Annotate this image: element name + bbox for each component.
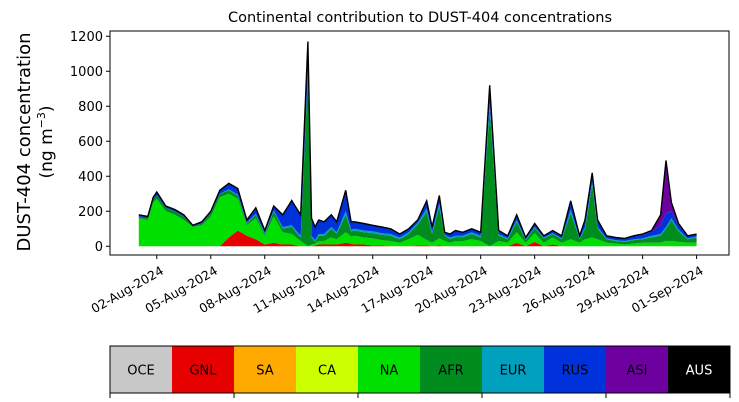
y-tick-label: 200 <box>78 205 103 220</box>
legend-label-sa: SA <box>256 364 273 379</box>
legend-swatch-oce <box>110 346 172 393</box>
y-axis: 0 200 400 600 800 1000 1200 <box>70 30 110 255</box>
y-tick-label: 400 <box>78 170 103 185</box>
area-na <box>138 193 697 247</box>
legend-frame <box>109 345 731 394</box>
legend-swatch-gnl <box>172 346 234 393</box>
legend-label-oce: OCE <box>127 364 155 379</box>
legend-swatch-aus <box>668 346 730 393</box>
x-axis: 02-Aug-202405-Aug-202408-Aug-202411-Aug-… <box>88 255 706 316</box>
y-axis-label: DUST-404 concentration (ng m−3) <box>14 32 57 251</box>
area-gnl <box>138 230 697 247</box>
legend-swatch-eur <box>482 346 544 393</box>
legend-swatch-na <box>358 346 420 393</box>
legend: OCE GNL SA CA NA AFR EUR RUS ASI AUS <box>109 345 731 398</box>
legend-label-gnl: GNL <box>189 364 217 379</box>
y-axis-label-line1: DUST-404 concentration <box>14 32 35 251</box>
plot-frame <box>109 30 730 256</box>
y-tick-label: 0 <box>95 240 103 255</box>
y-tick-label: 600 <box>78 135 103 150</box>
chart-title: Continental contribution to DUST-404 con… <box>228 10 612 26</box>
legend-label-asi: ASI <box>627 364 648 379</box>
plot-area <box>109 30 730 256</box>
legend-swatch-afr <box>420 346 482 393</box>
legend-label-ca: CA <box>318 364 336 379</box>
total-line <box>138 41 697 240</box>
y-tick-label: 1000 <box>70 65 103 80</box>
legend-label-aus: AUS <box>686 364 713 379</box>
legend-label-rus: RUS <box>562 364 589 379</box>
legend-swatch-rus <box>544 346 606 393</box>
legend-swatch-asi <box>606 346 668 393</box>
legend-swatch-ca <box>296 346 358 393</box>
legend-label-afr: AFR <box>438 364 463 379</box>
legend-swatch-sa <box>234 346 296 393</box>
legend-label-na: NA <box>380 364 399 379</box>
y-tick-label: 1200 <box>70 30 103 45</box>
y-tick-label: 800 <box>78 100 103 115</box>
y-axis-label-line2: (ng m−3) <box>35 105 57 178</box>
legend-label-eur: EUR <box>500 364 527 379</box>
